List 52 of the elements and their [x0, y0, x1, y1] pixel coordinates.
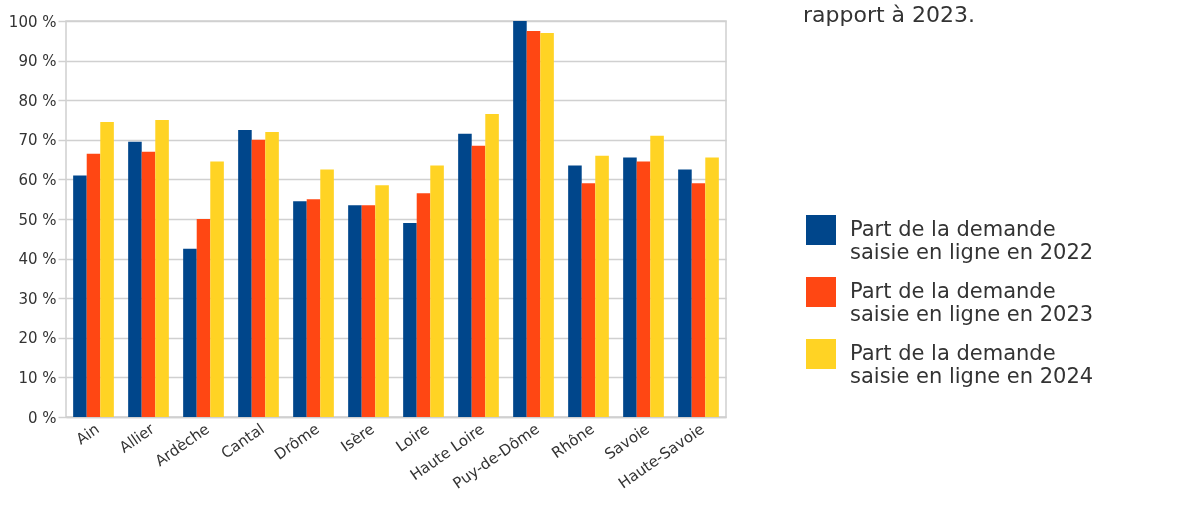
y-tick-label: 70 % [18, 131, 57, 150]
bar [251, 139, 266, 417]
y-tick-label: 100 % [8, 12, 57, 31]
bar [196, 219, 211, 417]
legend-label: Part de la demande saisie en ligne en 2023 [850, 279, 1094, 326]
bar [306, 199, 321, 417]
y-tick-label: 40 % [18, 250, 57, 269]
bar [293, 201, 307, 417]
bar [155, 120, 169, 417]
bar [678, 169, 692, 417]
legend-label: Part de la demande saisie en ligne en 2024 [850, 341, 1094, 388]
bar [705, 157, 719, 417]
bar [141, 151, 156, 417]
bar [348, 205, 362, 417]
bar [471, 145, 486, 417]
bar [320, 169, 334, 417]
bar [623, 157, 637, 417]
bar [526, 30, 541, 417]
bar [73, 175, 87, 417]
bar [581, 183, 596, 417]
bar [485, 114, 499, 417]
bar [636, 161, 651, 417]
text: rapport à 2023. [803, 2, 976, 27]
bar [650, 135, 664, 417]
bar [265, 131, 279, 417]
bar [595, 155, 609, 417]
bar [568, 165, 582, 417]
x-tick-label: Ain [72, 419, 103, 449]
bar [403, 222, 417, 417]
bar [210, 161, 224, 417]
bar [361, 205, 376, 417]
y-tick-label: 20 % [18, 329, 57, 348]
bar [128, 141, 142, 417]
bar [458, 133, 472, 417]
bar [430, 165, 444, 417]
y-tick-label: 80 % [18, 91, 57, 110]
bar [416, 193, 431, 417]
y-tick-label: 60 % [18, 170, 57, 189]
bar [100, 121, 114, 417]
bar [513, 21, 527, 417]
bar [375, 185, 389, 417]
bar [183, 248, 197, 417]
bar [86, 153, 101, 417]
legend-label: Part de la demande saisie en ligne en 2022 [850, 217, 1094, 264]
y-tick-label: 30 % [18, 289, 57, 308]
y-tick-label: 10 % [18, 368, 57, 387]
bar [238, 129, 252, 417]
bar [691, 183, 706, 417]
y-tick-label: 90 % [18, 52, 57, 71]
y-tick-label: 0 % [27, 408, 57, 427]
bar [540, 32, 554, 417]
y-tick-label: 50 % [18, 210, 57, 229]
